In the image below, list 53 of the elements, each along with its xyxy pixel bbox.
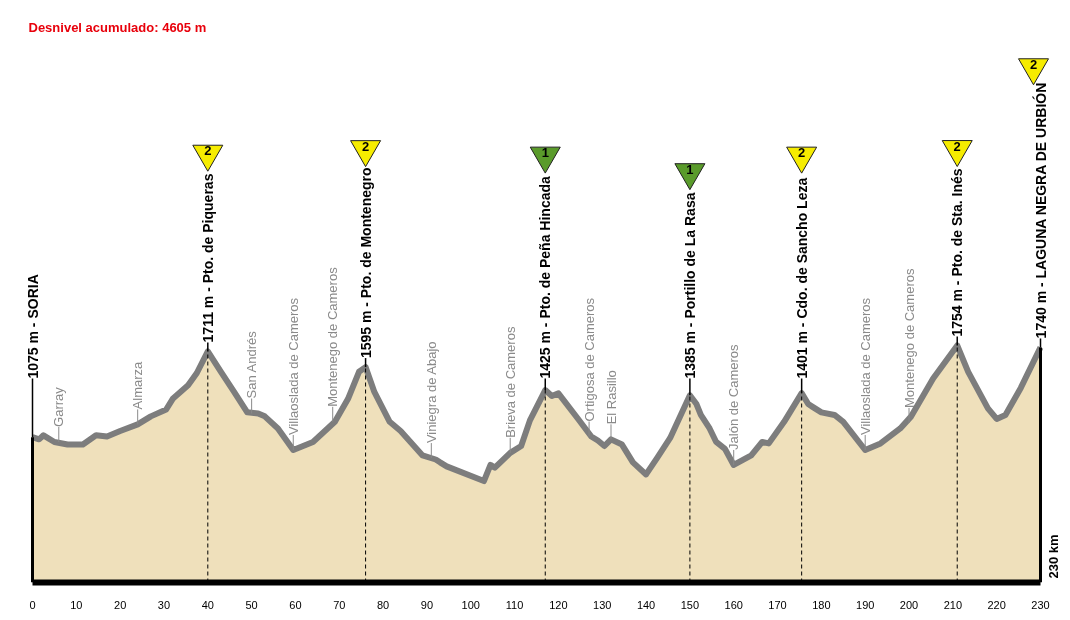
x-tick-label: 120: [549, 598, 568, 611]
text: 230 km: [1046, 534, 1061, 579]
text: 2: [953, 138, 961, 154]
x-tick-label: 80: [376, 598, 390, 611]
text: 2: [798, 145, 806, 161]
x-tick-label: 130: [593, 598, 612, 611]
x-tick-label: 200: [899, 598, 919, 611]
annotation: Villaoslada de Cameros: [857, 297, 873, 436]
annotation: El Rasillo: [603, 370, 619, 425]
annotation: Villaoslada de Cameros: [285, 297, 301, 436]
x-tick-label: 100: [461, 598, 480, 611]
text: Desnivel acumulado: 4605 m: [28, 20, 207, 35]
x-tick-label: 160: [724, 598, 743, 611]
x-tick-label: 180: [812, 598, 831, 611]
ref-line-label: 1740 m - LAGUNA NEGRA DE URBIÓN: [1031, 82, 1049, 339]
text: 2: [1029, 56, 1038, 72]
x-tick-label: 170: [768, 598, 787, 611]
x-tick-label: 50: [245, 598, 258, 611]
text: 1: [686, 161, 694, 177]
annotation: Brieva de Cameros: [502, 326, 518, 438]
text: 1: [541, 145, 549, 161]
annotation: Almarza: [130, 360, 146, 410]
ref-line-label: 1711 m - Pto. de Piqueras: [199, 173, 216, 343]
x-tick-label: 0: [29, 598, 36, 611]
annotation: Garray: [51, 386, 67, 427]
x-tick-label: 210: [943, 598, 963, 611]
annotation: Ortigosa de Cameros: [581, 297, 597, 422]
annotation: Jalón de Cameros: [726, 343, 742, 450]
x-tick-label: 70: [333, 598, 346, 611]
x-tick-label: 140: [636, 598, 656, 611]
x-tick-label: 90: [420, 598, 434, 611]
x-tick-label: 20: [114, 598, 127, 611]
annotation: Montenego de Cameros: [325, 266, 341, 407]
ref-line-label: 1401 m - Cdo. de Sancho Leza: [793, 177, 810, 379]
x-tick-label: 230: [1031, 598, 1050, 611]
annotation: Viniegra de Abajo: [423, 341, 439, 444]
x-tick-label: 110: [505, 598, 524, 611]
x-tick-label: 220: [987, 598, 1006, 611]
annotation: Montenego de Cameros: [901, 268, 917, 408]
ref-line-label: 1595 m - Pto. de Montenegro: [357, 167, 374, 359]
ref-line-label: 1754 m - Pto. de Sta. Inés: [949, 168, 966, 337]
x-tick-label: 190: [856, 598, 875, 611]
text: 2: [204, 143, 212, 159]
text: 2: [361, 138, 370, 154]
x-tick-label: 150: [680, 598, 700, 611]
x-tick-label: 40: [201, 598, 214, 611]
x-tick-label: 60: [289, 598, 302, 611]
x-tick-label: 10: [70, 598, 83, 611]
ref-line-label: 1075 m - SORIA: [24, 274, 41, 379]
ref-line-label: 1385 m - Portillo de La Rasa: [681, 192, 698, 379]
x-tick-label: 30: [157, 598, 171, 611]
ref-line-label: 1425 m - Pto. de Peña Hincada: [537, 175, 554, 379]
annotation: San Andrés: [244, 330, 260, 399]
